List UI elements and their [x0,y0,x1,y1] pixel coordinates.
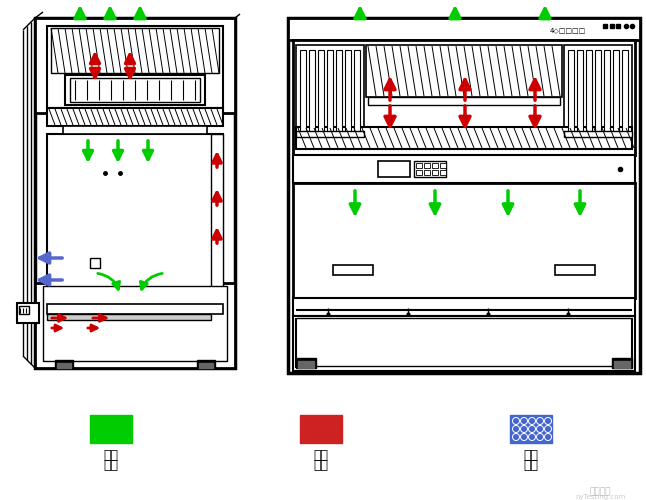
Bar [296,127,632,149]
Bar [424,170,430,175]
Bar [345,50,351,135]
Bar [47,26,223,108]
Bar [19,306,29,314]
Bar [296,358,316,368]
Bar [90,415,132,443]
Bar [293,316,635,371]
Bar [47,108,223,126]
Bar [564,45,632,145]
Bar [416,170,422,175]
Text: 气流: 气流 [103,459,118,472]
Bar [368,97,560,105]
Bar [65,75,205,105]
Bar [63,126,207,134]
Text: 气流: 气流 [313,459,329,472]
Text: 峪检测网: 峪检测网 [589,488,610,496]
Bar [586,50,592,135]
Bar [296,45,364,145]
Bar [90,415,132,443]
Text: 室内: 室内 [523,449,539,462]
Bar [35,283,235,368]
Text: 4◇□□□□: 4◇□□□□ [550,27,587,33]
Bar [293,40,635,155]
Text: 洁净: 洁净 [103,449,118,462]
Bar [414,161,446,177]
Bar [440,170,446,175]
Bar [300,415,342,443]
Bar [354,50,360,135]
Bar [614,361,630,368]
Bar [432,170,438,175]
Text: 污染: 污染 [313,449,329,462]
Bar [293,183,635,298]
Bar [300,415,342,443]
Bar [47,134,223,304]
Bar [35,18,235,113]
Bar [432,163,438,168]
Bar [604,50,610,135]
Bar [296,131,364,137]
Bar [568,50,574,135]
Bar [336,50,342,135]
Bar [510,415,552,443]
Bar [51,28,219,73]
Bar [613,50,619,135]
Text: 气流: 气流 [523,459,539,472]
Bar [327,50,333,135]
Bar [300,50,306,135]
Bar [199,363,213,368]
Bar [564,131,632,137]
Bar [378,161,410,177]
Bar [17,303,39,323]
Bar [622,50,628,135]
Bar [555,265,595,275]
Bar [57,363,71,368]
Bar [318,50,324,135]
Bar [55,360,73,368]
Bar [35,18,235,368]
Bar [293,155,635,183]
Bar [47,314,211,320]
Bar [197,360,215,368]
Bar [309,50,315,135]
Bar [47,304,223,314]
Bar [298,361,314,368]
Bar [293,298,635,316]
Bar [43,286,227,361]
Bar [288,18,640,40]
Bar [440,163,446,168]
Bar [424,163,430,168]
Bar [90,258,100,268]
Bar [333,265,373,275]
Bar [595,50,601,135]
Bar [288,18,640,373]
Bar [211,134,223,304]
Text: nyTesting.com: nyTesting.com [575,494,625,500]
Bar [366,45,562,97]
Bar [577,50,583,135]
Bar [416,163,422,168]
Bar [70,78,200,102]
Bar [612,358,632,368]
